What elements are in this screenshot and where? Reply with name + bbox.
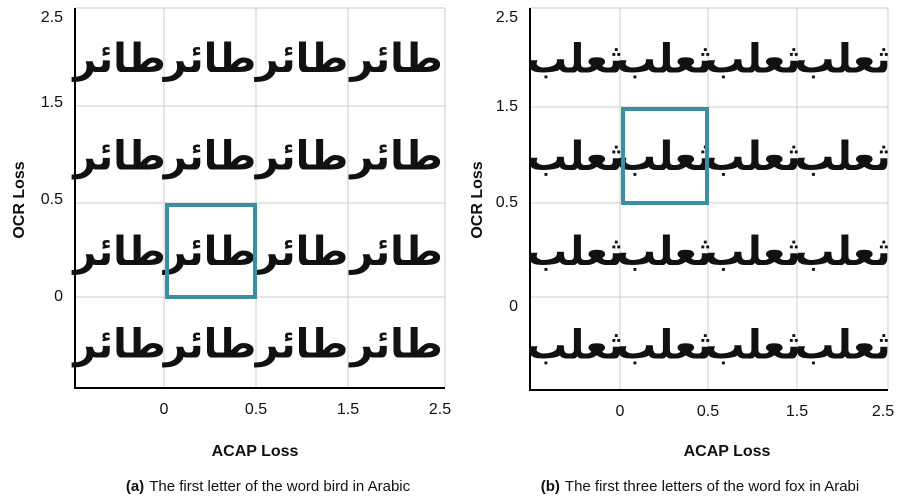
caption-label: (b) — [541, 478, 560, 495]
word-image: طائر — [348, 229, 443, 275]
word-image: ثعلب — [527, 323, 623, 369]
caption-text: The first letter of the word bird in Ara… — [149, 478, 410, 495]
caption: (b) The first three letters of the word f… — [541, 478, 859, 495]
word-image: ثعلب — [794, 37, 890, 83]
x-tick-label: 2.5 — [872, 403, 894, 420]
x-tick-label: 1.5 — [786, 403, 808, 420]
word-image: طائر — [162, 322, 257, 368]
x-tick-label: 0 — [160, 401, 169, 418]
word-image: طائر — [254, 36, 349, 82]
y-tick-label: 1.5 — [41, 94, 63, 111]
word-image: ثعلب — [704, 229, 800, 275]
word-image: طائر — [162, 134, 257, 180]
word-image: طائر — [348, 36, 443, 82]
word-image: طائر — [254, 229, 349, 275]
word-image: ثعلب — [704, 134, 800, 180]
word-image: ثعلب — [616, 37, 712, 83]
y-tick-label: 0 — [54, 288, 63, 305]
word-image: طائر — [254, 322, 349, 368]
y-axis-label: OCR Loss — [469, 161, 486, 238]
x-tick-label: 2.5 — [429, 401, 451, 418]
word-image: طائر — [162, 36, 257, 82]
word-image: ثعلب — [794, 229, 890, 275]
x-tick-label: 0 — [616, 403, 625, 420]
word-image: طائر — [348, 322, 443, 368]
word-image: ثعلب — [527, 229, 623, 275]
y-tick-label: 2.5 — [496, 9, 518, 26]
word-image: ثعلب — [527, 134, 623, 180]
y-tick-label: 0 — [509, 298, 518, 315]
x-tick-label: 1.5 — [337, 401, 359, 418]
word-image: طائر — [162, 229, 257, 275]
y-axis-label: OCR Loss — [11, 161, 28, 238]
caption-label: (a) — [126, 478, 144, 495]
figure: طائرطائرطائرطائرطائرطائرطائرطائرطائرطائر… — [0, 0, 904, 502]
word-image: ثعلب — [616, 323, 712, 369]
word-image: ثعلب — [616, 134, 712, 180]
caption-text: The first three letters of the word fox … — [565, 478, 859, 495]
word-image: طائر — [71, 134, 166, 180]
x-axis-label: ACAP Loss — [212, 443, 299, 460]
y-tick-label: 1.5 — [496, 98, 518, 115]
word-image: ثعلب — [527, 37, 623, 83]
y-tick-label: 0.5 — [496, 194, 518, 211]
x-axis-label: ACAP Loss — [684, 443, 771, 460]
word-image: ثعلب — [794, 134, 890, 180]
word-image: ثعلب — [704, 37, 800, 83]
word-image: ثعلب — [616, 229, 712, 275]
x-tick-label: 0.5 — [697, 403, 719, 420]
caption: (a) The first letter of the word bird in … — [126, 478, 411, 495]
y-tick-label: 0.5 — [41, 191, 63, 208]
word-image: طائر — [71, 229, 166, 275]
x-tick-label: 0.5 — [245, 401, 267, 418]
word-image: طائر — [254, 134, 349, 180]
word-image: طائر — [71, 322, 166, 368]
word-image: طائر — [348, 134, 443, 180]
word-image: ثعلب — [704, 323, 800, 369]
word-image: ثعلب — [794, 323, 890, 369]
y-tick-label: 2.5 — [41, 9, 63, 26]
word-image: طائر — [71, 36, 166, 82]
